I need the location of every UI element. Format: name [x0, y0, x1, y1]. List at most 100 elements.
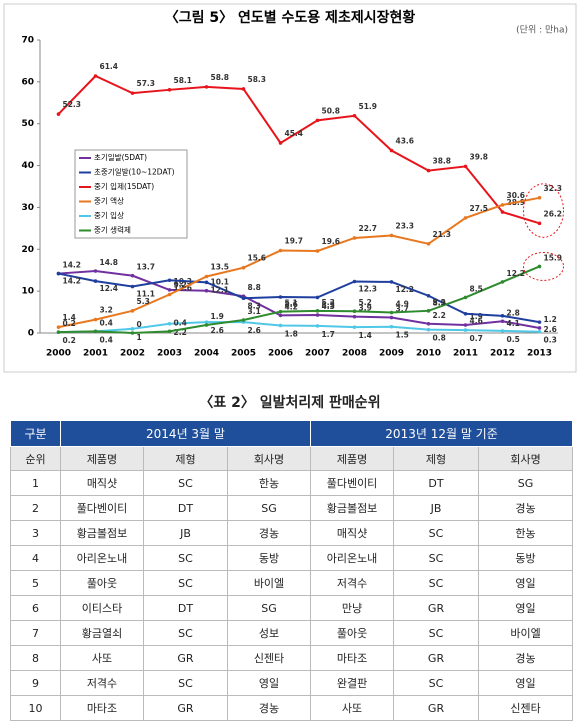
data-label: 58.8: [211, 73, 230, 82]
table-cell: 동방: [226, 545, 312, 571]
chart-unit: (단위 : 만ha): [516, 25, 568, 36]
data-label: 0.2: [63, 336, 76, 345]
legend-label: 중기 입제(15DAT): [94, 182, 154, 191]
data-point: [426, 327, 431, 332]
data-label: 2.6: [544, 325, 557, 334]
table-cell: 제품명: [60, 446, 144, 471]
data-label: 2.6: [211, 326, 224, 335]
table-row: 7 황금열쇠 SC 성보 풀아웃 SC 바이엘: [10, 620, 574, 646]
table-cell: 8: [10, 645, 61, 671]
data-label: 12.4: [100, 284, 119, 293]
x-tick-label: 2008: [342, 349, 367, 359]
table-cell: SG: [226, 595, 312, 621]
x-tick-label: 2013: [527, 349, 552, 359]
x-tick-label: 2000: [46, 349, 71, 359]
data-point: [241, 87, 246, 91]
data-label: 19.7: [285, 237, 304, 246]
table-cell: 풀아웃: [60, 570, 144, 596]
table-row: 5 풀아웃 SC 바이엘 저격수 SC 영일: [10, 570, 574, 596]
data-point: [352, 325, 357, 329]
data-label: 58.3: [248, 75, 267, 84]
data-label: 4.9: [396, 299, 409, 308]
data-point: [352, 314, 357, 319]
data-point: [93, 269, 98, 273]
table-cell: 제품명: [310, 446, 395, 471]
highlight-circle: [523, 251, 564, 281]
data-label: 19.6: [322, 237, 341, 246]
data-label: 1.5: [396, 331, 409, 340]
data-label: 15.9: [544, 253, 563, 262]
data-point: [241, 296, 246, 301]
data-label: 0.8: [433, 334, 446, 343]
data-label: 50.8: [322, 106, 341, 115]
table-cell: 바이엘: [226, 570, 312, 596]
data-label: 4.1: [507, 319, 520, 328]
table-cell: SC: [393, 520, 480, 546]
table-cell: 순위: [10, 446, 61, 471]
data-label: 2.2: [174, 328, 187, 337]
table-row: 순위 제품명 제형 회사명 제품명 제형 회사명: [10, 446, 574, 471]
table-row: 8 사또 GR 신젠타 마타조 GR 경농: [10, 645, 574, 671]
table-cell: 마타조: [60, 695, 144, 721]
y-tick-label: 30: [21, 203, 34, 213]
table-cell: GR: [393, 695, 480, 721]
data-point: [278, 313, 283, 318]
data-label: 0.4: [100, 318, 113, 327]
data-point: [315, 313, 320, 317]
data-label: 1: [137, 333, 142, 342]
table-cell: SC: [143, 620, 228, 646]
data-label: 1.4: [359, 331, 372, 340]
data-label: 11.1: [137, 290, 156, 299]
x-tick-label: 2001: [83, 349, 108, 359]
data-label: 51.9: [359, 102, 378, 111]
data-point: [93, 317, 98, 322]
table-cell: 경농: [226, 695, 312, 721]
data-label: 8.5: [322, 300, 335, 309]
data-label: 4.2: [285, 302, 298, 311]
table-cell: 2014년 3월 말: [59, 420, 312, 447]
data-label: 23.3: [396, 221, 415, 230]
data-point: [278, 295, 283, 299]
table-cell: 2013년 12월 말 기준: [310, 420, 574, 447]
table-cell: 제형: [143, 446, 228, 471]
data-point: [352, 309, 357, 314]
data-point: [389, 324, 394, 329]
data-label: 14.2: [63, 261, 82, 270]
table-cell: 9: [10, 670, 61, 696]
data-label: 0.4: [174, 318, 187, 327]
data-point: [93, 279, 98, 283]
table-cell: SC: [143, 545, 228, 571]
data-label: 0.3: [544, 336, 557, 345]
table-cell: 한농: [226, 470, 312, 496]
data-point: [463, 323, 468, 327]
table-cell: 황금볼점보: [310, 495, 395, 521]
data-point: [426, 309, 431, 313]
data-point: [241, 265, 246, 270]
data-label: 3.7: [396, 305, 409, 314]
data-point: [389, 148, 394, 153]
data-point: [500, 210, 505, 214]
y-tick-label: 60: [21, 77, 34, 87]
data-point: [56, 330, 61, 334]
table-cell: 완결판: [310, 670, 395, 696]
table-cell: SG: [478, 470, 574, 496]
table-cell: SC: [143, 570, 228, 596]
data-point: [130, 284, 135, 289]
series-line: [58, 196, 540, 329]
data-point: [463, 164, 468, 169]
x-tick-label: 2002: [120, 349, 145, 359]
table-cell: 매직샷: [60, 470, 144, 496]
table-row: 3 황금볼점보 JB 경농 매직샷 SC 한농: [10, 520, 574, 546]
y-tick-label: 10: [21, 287, 34, 297]
data-point: [167, 278, 172, 283]
data-point: [278, 248, 283, 253]
data-point: [278, 323, 283, 328]
data-label: 2.2: [433, 311, 446, 320]
data-label: 13.7: [137, 263, 156, 272]
data-point: [130, 309, 135, 313]
table-cell: SG: [226, 495, 312, 521]
data-label: 12.1: [211, 285, 230, 294]
data-label: 43.6: [396, 137, 415, 146]
table-cell: GR: [143, 645, 228, 671]
data-label: 27.5: [470, 204, 489, 213]
